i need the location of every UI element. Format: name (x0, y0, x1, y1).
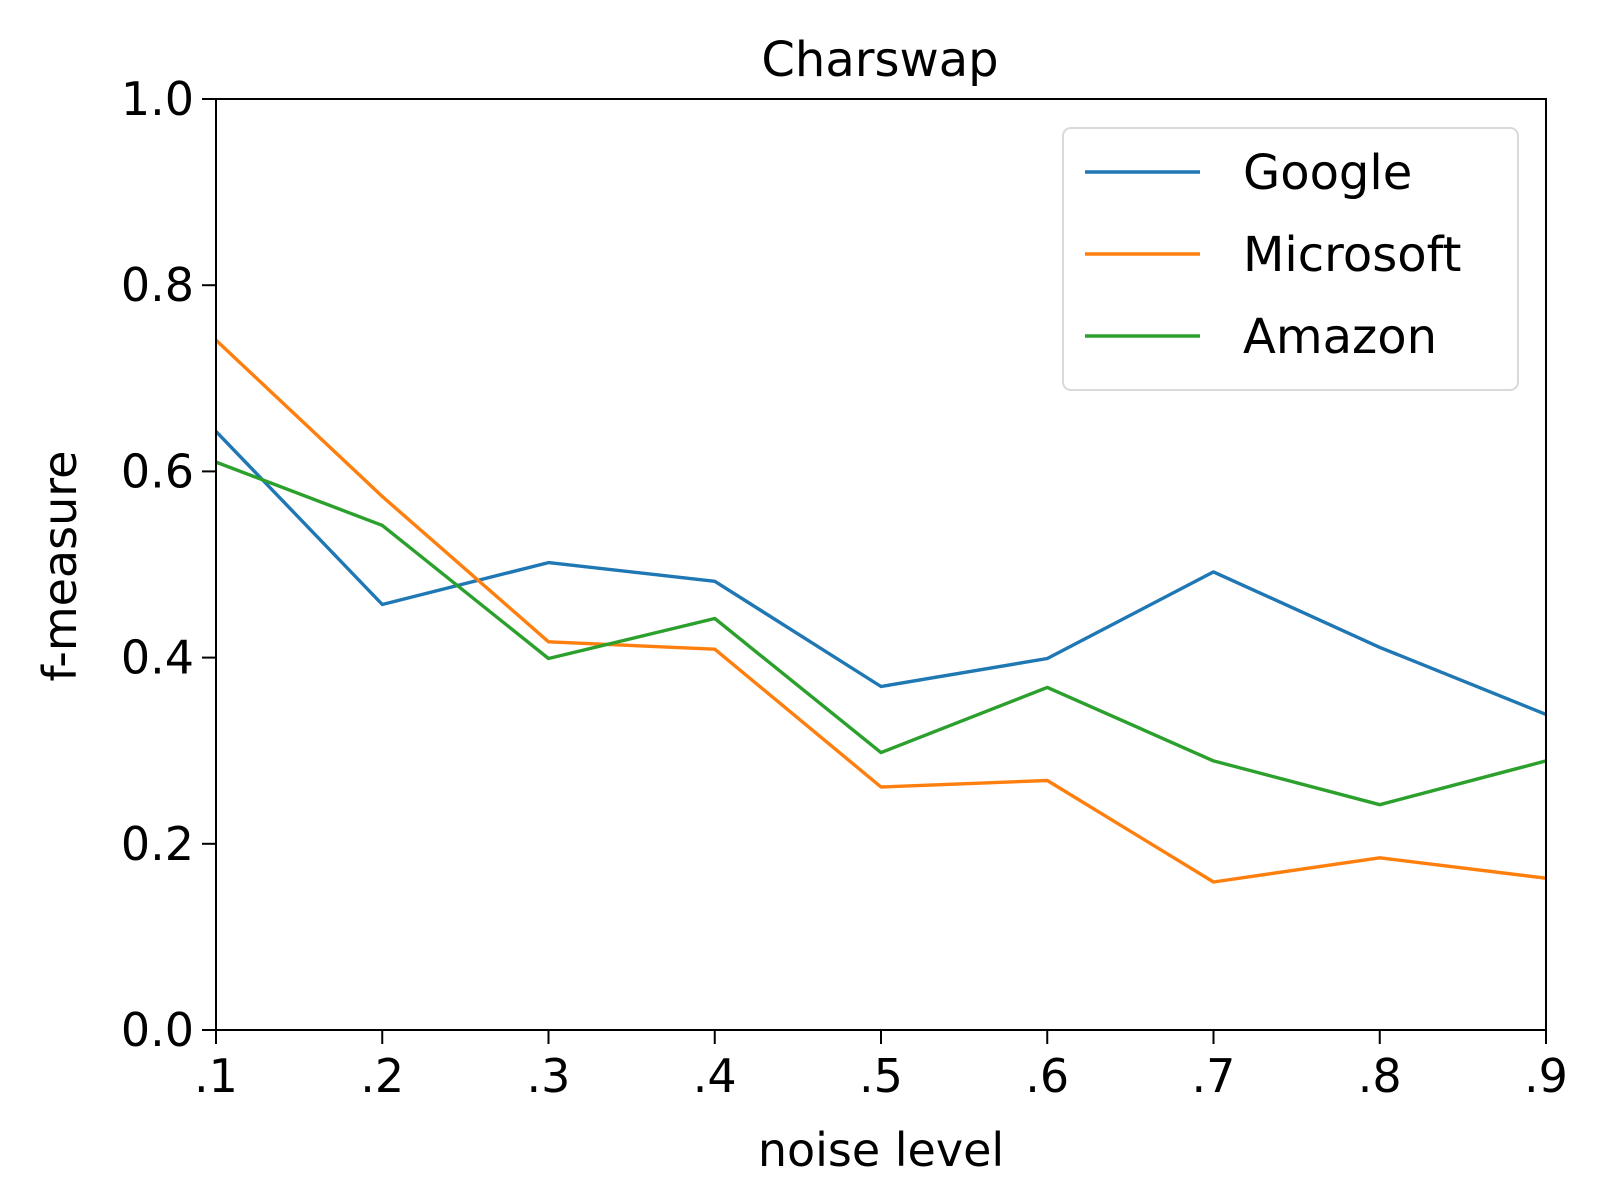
y-tick-label: 1.0 (121, 72, 194, 126)
y-tick-label: 0.0 (121, 1003, 194, 1057)
x-tick-label: .3 (527, 1049, 571, 1103)
legend: Google Microsoft Amazon (1062, 127, 1519, 391)
x-tick-label: .9 (1524, 1049, 1568, 1103)
axis-ticks: .1 .2 .3 .4 .5 .6 .7 .8 .9 0.0 0.2 0.4 0.6 0.8 1.0 (121, 72, 1568, 1103)
y-tick-label: 0.2 (121, 817, 194, 871)
legend-label-microsoft: Microsoft (1243, 227, 1461, 283)
legend-label-google: Google (1243, 145, 1412, 201)
y-axis-label: f-measure (33, 451, 87, 682)
series-line-amazon (215, 460, 1547, 807)
plot-frame (215, 98, 1547, 1031)
series-line-google (214, 430, 1547, 716)
x-tick-label: .7 (1192, 1049, 1236, 1103)
x-tick-label: .1 (194, 1049, 238, 1103)
legend-box (1062, 127, 1519, 391)
y-tick-label: 0.4 (121, 631, 194, 685)
x-axis-label: noise level (758, 1123, 1004, 1177)
chart-title: Charswap (761, 32, 998, 88)
series-line-microsoft (214, 338, 1547, 884)
x-tick-label: .5 (859, 1049, 903, 1103)
x-tick-label: .8 (1358, 1049, 1402, 1103)
series-lines (214, 338, 1547, 884)
legend-label-amazon: Amazon (1243, 309, 1437, 365)
y-tick-label: 0.6 (121, 444, 194, 498)
x-tick-label: .2 (360, 1049, 404, 1103)
y-tick-label: 0.8 (121, 258, 194, 312)
x-tick-label: .4 (693, 1049, 737, 1103)
x-tick-label: .6 (1025, 1049, 1069, 1103)
